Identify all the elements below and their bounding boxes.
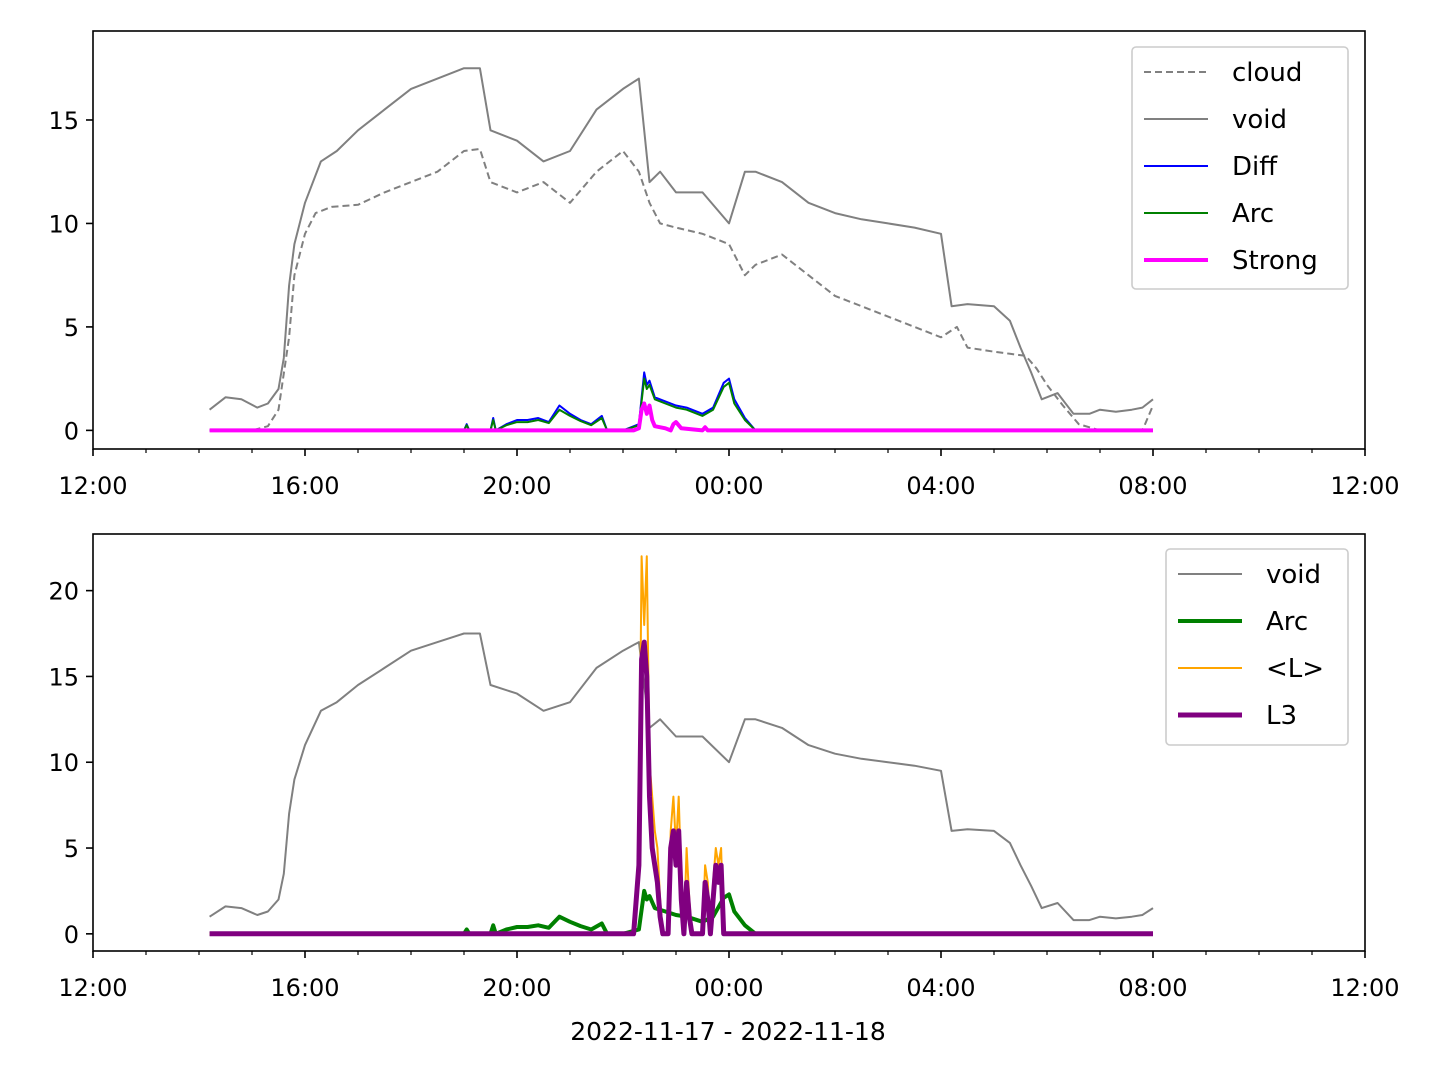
y-tick-label: 15	[48, 663, 79, 691]
y-tick-label: 0	[64, 417, 79, 445]
legend: void Arc <L> L3	[1165, 548, 1349, 746]
series-void-line	[209, 632, 1154, 922]
plot-area	[209, 555, 1154, 937]
legend-box	[1165, 548, 1349, 746]
legend-label-void: void	[1232, 105, 1287, 135]
legend-label-arc: Arc	[1266, 607, 1308, 637]
y-tick-label: 15	[48, 107, 79, 135]
series-void-line	[208, 67, 1154, 415]
legend-label-void: void	[1266, 560, 1321, 590]
x-tick-label: 12:00	[58, 974, 127, 1002]
y-tick-label: 10	[48, 210, 79, 238]
x-tick-label: 08:00	[1118, 974, 1187, 1002]
series-l3-line	[209, 639, 1153, 937]
series-strong-line	[209, 401, 1153, 433]
y-tick-label: 0	[64, 921, 79, 949]
legend-label-strong: Strong	[1232, 246, 1318, 276]
legend-box	[1131, 46, 1349, 290]
x-tick-label: 12:00	[58, 472, 127, 500]
y-tick-label: 10	[48, 749, 79, 777]
legend-label-diff: Diff	[1232, 152, 1278, 182]
x-tick-label: 04:00	[906, 974, 975, 1002]
legend: cloud void Diff Arc Strong	[1131, 46, 1349, 290]
x-tick-label: 12:00	[1330, 472, 1399, 500]
legend-label-l3: L3	[1266, 701, 1297, 731]
bottom-chart-panel: 12:00 16:00 20:00 00:00 04:00 08:00 12:00 0 5 10 1…	[48, 533, 1400, 1002]
x-tick-label: 20:00	[482, 974, 551, 1002]
y-tick-label: 20	[48, 578, 79, 606]
legend-label-l: <L>	[1266, 654, 1324, 684]
x-tick-label: 20:00	[482, 472, 551, 500]
x-tick-label: 16:00	[270, 974, 339, 1002]
x-tick-label: 08:00	[1118, 472, 1187, 500]
x-tick-label: 00:00	[694, 974, 763, 1002]
y-tick-label: 5	[64, 835, 79, 863]
legend-label-cloud: cloud	[1232, 58, 1302, 88]
plot-area	[208, 67, 1154, 433]
x-tick-label: 12:00	[1330, 974, 1399, 1002]
top-chart-panel: 12:00 16:00 20:00 00:00 04:00 08:00 12:00 0 5 10 1…	[48, 30, 1400, 500]
x-tick-label: 04:00	[906, 472, 975, 500]
x-tick-label: 16:00	[270, 472, 339, 500]
x-axis-label: 2022-11-17 - 2022-11-18	[570, 1017, 886, 1046]
y-tick-label: 5	[64, 314, 79, 342]
x-tick-label: 00:00	[694, 472, 763, 500]
legend-label-arc: Arc	[1232, 199, 1274, 229]
